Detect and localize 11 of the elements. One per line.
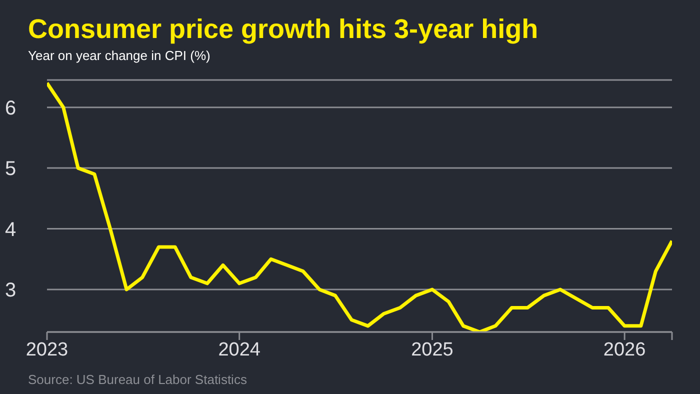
source-note: Source: US Bureau of Labor Statistics [28, 372, 247, 387]
chart-subtitle: Year on year change in CPI (%) [28, 48, 210, 63]
chart-title: Consumer price growth hits 3-year high [28, 14, 538, 45]
x-tick-label: 2024 [218, 339, 261, 360]
y-tick-label: 4 [5, 218, 16, 241]
x-tick-label: 2023 [26, 339, 68, 360]
y-tick-label: 5 [5, 158, 16, 180]
x-tick-label: 2025 [411, 339, 454, 360]
y-tick-label: 6 [5, 97, 16, 120]
x-tick-label: 2026 [603, 339, 646, 360]
y-tick-label: 3 [5, 280, 16, 302]
